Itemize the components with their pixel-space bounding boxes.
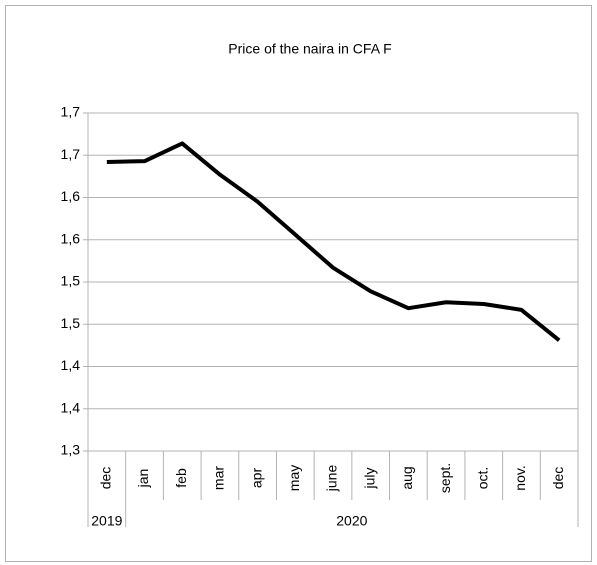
- group-label: 2020: [336, 513, 367, 529]
- x-tick-label: june: [324, 465, 340, 493]
- x-tick-label: mar: [211, 466, 227, 490]
- y-tick-label: 1,6: [61, 230, 81, 246]
- x-tick-label: feb: [173, 468, 189, 488]
- chart-title: Price of the naira in CFA F: [228, 41, 391, 57]
- y-tick-label: 1,3: [61, 442, 81, 458]
- y-tick-label: 1,6: [61, 188, 81, 204]
- y-tick-label: 1,4: [61, 357, 81, 373]
- group-label: 2019: [91, 513, 122, 529]
- x-tick-label: may: [286, 465, 302, 491]
- y-tick-label: 1,4: [61, 399, 81, 415]
- x-tick-label: sept.: [437, 463, 453, 493]
- x-tick-label: oct.: [474, 467, 490, 490]
- x-tick-label: dec: [98, 467, 114, 490]
- x-tick-label: jan: [135, 469, 151, 489]
- y-tick-label: 1,5: [61, 315, 81, 331]
- x-tick-label: apr: [248, 468, 264, 489]
- y-tick-label: 1,5: [61, 273, 81, 289]
- y-tick-label: 1,7: [61, 146, 81, 162]
- x-tick-label: dec: [550, 467, 566, 490]
- line-series: [106, 141, 561, 342]
- x-tick-label: july: [361, 467, 377, 489]
- y-tick-label: 1,7: [61, 104, 81, 120]
- x-tick-label: nov.: [512, 465, 528, 490]
- x-tick-label: aug: [399, 466, 415, 489]
- chart-frame: [5, 5, 592, 562]
